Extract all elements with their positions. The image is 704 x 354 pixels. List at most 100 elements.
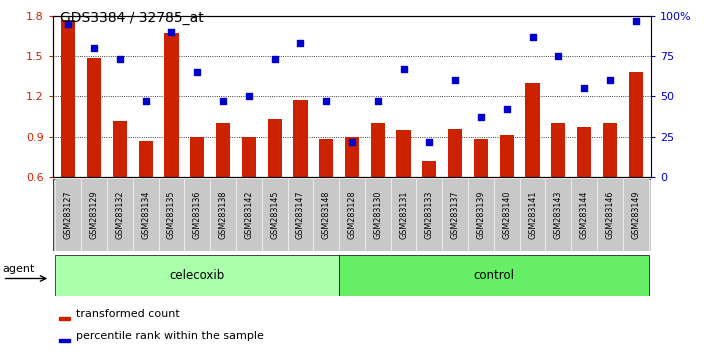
- Point: [553, 53, 564, 59]
- Bar: [319, 139, 333, 177]
- Text: transformed count: transformed count: [75, 309, 180, 319]
- Bar: [597, 179, 623, 251]
- Bar: [236, 179, 262, 251]
- Bar: [500, 135, 514, 177]
- Bar: [262, 179, 287, 251]
- Text: GSM283143: GSM283143: [554, 191, 562, 239]
- Bar: [53, 179, 651, 251]
- Point: [527, 34, 538, 40]
- Text: GSM283149: GSM283149: [631, 191, 640, 239]
- Point: [89, 45, 100, 51]
- Point: [424, 139, 435, 144]
- Bar: [629, 72, 643, 177]
- Bar: [190, 137, 204, 177]
- Text: percentile rank within the sample: percentile rank within the sample: [75, 331, 263, 341]
- Point: [579, 86, 590, 91]
- Bar: [468, 179, 494, 251]
- Text: GDS3384 / 32785_at: GDS3384 / 32785_at: [60, 11, 203, 25]
- Point: [140, 98, 151, 104]
- Text: GSM283131: GSM283131: [399, 191, 408, 239]
- Text: GSM283144: GSM283144: [579, 191, 589, 239]
- Bar: [494, 179, 520, 251]
- Text: GSM283139: GSM283139: [477, 191, 486, 239]
- Text: GSM283136: GSM283136: [193, 191, 202, 239]
- Text: GSM283133: GSM283133: [425, 191, 434, 239]
- Bar: [56, 255, 339, 296]
- Bar: [391, 179, 417, 251]
- Point: [269, 57, 280, 62]
- Bar: [56, 179, 81, 251]
- Text: GSM283140: GSM283140: [502, 191, 511, 239]
- Text: GSM283130: GSM283130: [373, 191, 382, 239]
- Bar: [551, 123, 565, 177]
- Text: GSM283146: GSM283146: [605, 191, 615, 239]
- Text: GSM283134: GSM283134: [142, 191, 150, 239]
- Bar: [113, 121, 127, 177]
- Point: [372, 98, 384, 104]
- Bar: [603, 123, 617, 177]
- Bar: [546, 179, 571, 251]
- Bar: [216, 123, 230, 177]
- Bar: [313, 179, 339, 251]
- Point: [398, 66, 409, 72]
- Bar: [59, 339, 70, 342]
- Bar: [107, 179, 133, 251]
- Text: GSM283129: GSM283129: [89, 191, 99, 239]
- Bar: [520, 179, 546, 251]
- Point: [630, 18, 641, 24]
- Point: [63, 21, 74, 27]
- Point: [243, 93, 254, 99]
- Text: GSM283138: GSM283138: [218, 191, 227, 239]
- Bar: [525, 83, 540, 177]
- Text: GSM283127: GSM283127: [64, 191, 73, 239]
- Bar: [184, 179, 210, 251]
- Bar: [287, 179, 313, 251]
- Text: GSM283148: GSM283148: [322, 191, 331, 239]
- Text: GSM283141: GSM283141: [528, 191, 537, 239]
- Point: [191, 69, 203, 75]
- Bar: [417, 179, 442, 251]
- Text: GSM283142: GSM283142: [244, 191, 253, 239]
- Point: [114, 57, 125, 62]
- Bar: [448, 129, 463, 177]
- Bar: [158, 179, 184, 251]
- Bar: [59, 317, 70, 320]
- Text: GSM283132: GSM283132: [115, 191, 125, 239]
- Point: [218, 98, 229, 104]
- Point: [320, 98, 332, 104]
- Point: [450, 78, 461, 83]
- Bar: [474, 139, 488, 177]
- Bar: [87, 58, 101, 177]
- Point: [501, 107, 513, 112]
- Text: GSM283145: GSM283145: [270, 191, 279, 239]
- Bar: [345, 137, 359, 177]
- Bar: [139, 141, 153, 177]
- Bar: [422, 161, 436, 177]
- Bar: [571, 179, 597, 251]
- Bar: [577, 127, 591, 177]
- Bar: [339, 179, 365, 251]
- Bar: [294, 101, 308, 177]
- Bar: [365, 179, 391, 251]
- Bar: [268, 119, 282, 177]
- Bar: [371, 123, 385, 177]
- Point: [604, 78, 615, 83]
- Bar: [210, 179, 236, 251]
- Text: celecoxib: celecoxib: [170, 269, 225, 282]
- Text: agent: agent: [3, 264, 35, 274]
- Text: GSM283147: GSM283147: [296, 191, 305, 239]
- Bar: [133, 179, 158, 251]
- Bar: [623, 179, 648, 251]
- Text: GSM283137: GSM283137: [451, 191, 460, 239]
- Text: GSM283135: GSM283135: [167, 191, 176, 239]
- Text: GSM283128: GSM283128: [348, 191, 356, 239]
- Point: [475, 115, 486, 120]
- Point: [295, 40, 306, 46]
- Bar: [339, 255, 648, 296]
- Text: control: control: [473, 269, 515, 282]
- Bar: [61, 20, 75, 177]
- Bar: [241, 137, 256, 177]
- Bar: [164, 33, 179, 177]
- Bar: [81, 179, 107, 251]
- Point: [346, 139, 358, 144]
